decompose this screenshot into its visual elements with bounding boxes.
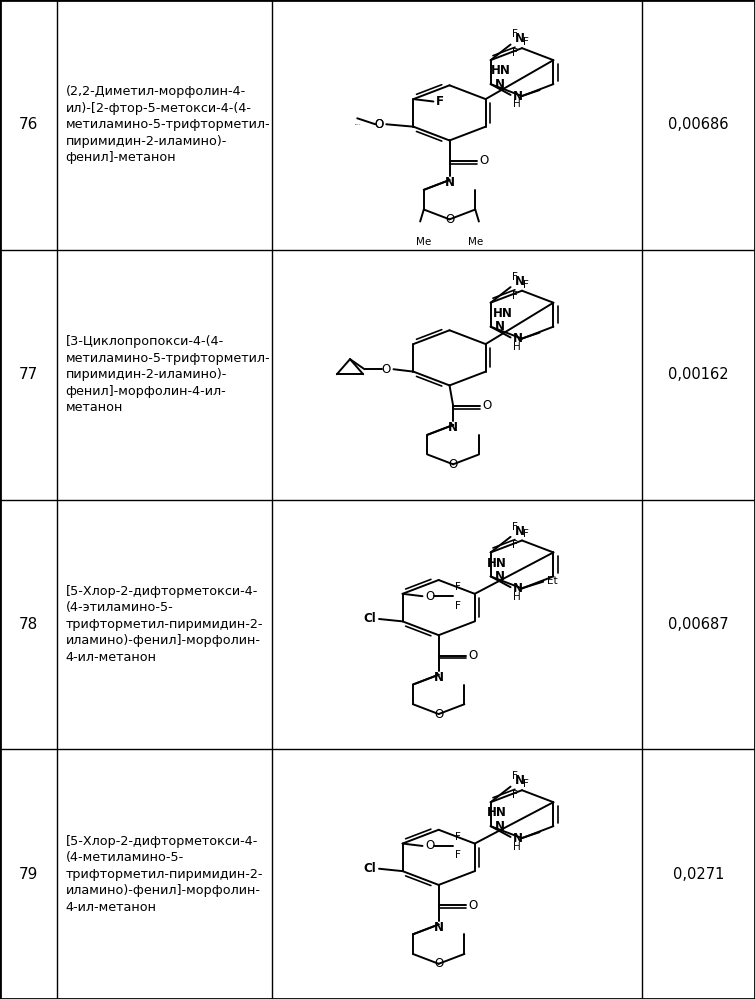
Text: F: F bbox=[455, 600, 461, 610]
Text: N: N bbox=[513, 332, 523, 346]
Text: O: O bbox=[434, 957, 443, 970]
Text: [5-Хлор-2-дифторметокси-4-
(4-этиламино-5-
трифторметил-пиримидин-2-
иламино)-фе: [5-Хлор-2-дифторметокси-4- (4-этиламино-… bbox=[66, 584, 263, 664]
Text: H: H bbox=[513, 100, 521, 110]
Text: N: N bbox=[445, 177, 455, 190]
Text: N: N bbox=[495, 569, 505, 583]
Text: F: F bbox=[455, 850, 461, 860]
Text: F: F bbox=[523, 37, 529, 47]
Text: 0,00162: 0,00162 bbox=[668, 367, 729, 383]
Text: O: O bbox=[434, 707, 443, 720]
Text: methoxy: methoxy bbox=[355, 124, 361, 125]
Text: O: O bbox=[483, 400, 492, 413]
Text: Cl: Cl bbox=[364, 612, 377, 625]
Text: 79: 79 bbox=[19, 866, 38, 882]
Text: N: N bbox=[433, 671, 444, 684]
Text: O: O bbox=[374, 118, 384, 131]
Text: O: O bbox=[382, 363, 391, 376]
Text: F: F bbox=[513, 291, 518, 301]
Text: Et: Et bbox=[547, 575, 557, 585]
Text: 78: 78 bbox=[19, 616, 38, 632]
Text: O: O bbox=[448, 458, 458, 471]
Text: 77: 77 bbox=[19, 367, 38, 383]
Text: O: O bbox=[374, 118, 384, 131]
Text: N: N bbox=[495, 78, 505, 91]
Text: 0,00687: 0,00687 bbox=[668, 616, 729, 632]
Text: HN: HN bbox=[487, 556, 507, 569]
Text: Me: Me bbox=[467, 238, 483, 248]
Text: 0,00686: 0,00686 bbox=[668, 117, 729, 133]
Text: 76: 76 bbox=[19, 117, 38, 133]
Text: N: N bbox=[515, 774, 525, 787]
Text: F: F bbox=[513, 521, 518, 531]
Text: F: F bbox=[455, 581, 461, 591]
Text: (2,2-Диметил-морфолин-4-
ил)-[2-фтор-5-метокси-4-(4-
метиламино-5-трифторметил-
: (2,2-Диметил-морфолин-4- ил)-[2-фтор-5-м… bbox=[66, 85, 270, 165]
Text: [3-Циклопропокси-4-(4-
метиламино-5-трифторметил-
пиримидин-2-иламино)-
фенил]-м: [3-Циклопропокси-4-(4- метиламино-5-триф… bbox=[66, 335, 270, 415]
Text: F: F bbox=[513, 272, 518, 282]
Text: Me: Me bbox=[416, 238, 431, 248]
Text: O: O bbox=[468, 899, 478, 912]
Text: F: F bbox=[523, 280, 529, 290]
Text: 0,0271: 0,0271 bbox=[673, 866, 724, 882]
Text: H: H bbox=[513, 342, 521, 352]
Text: F: F bbox=[513, 771, 518, 781]
Text: N: N bbox=[515, 32, 525, 45]
Text: O: O bbox=[468, 649, 478, 662]
Text: F: F bbox=[513, 29, 518, 39]
Text: HN: HN bbox=[492, 307, 512, 320]
Text: O: O bbox=[479, 154, 488, 168]
Text: F: F bbox=[513, 540, 518, 550]
Text: HN: HN bbox=[487, 806, 507, 819]
Text: F: F bbox=[436, 95, 444, 108]
Text: H: H bbox=[513, 591, 521, 601]
Text: O: O bbox=[425, 589, 434, 602]
Text: N: N bbox=[513, 831, 523, 845]
Text: F: F bbox=[523, 779, 529, 789]
Text: H: H bbox=[513, 841, 521, 851]
Text: N: N bbox=[513, 581, 523, 595]
Text: N: N bbox=[495, 819, 505, 833]
Text: O: O bbox=[445, 213, 455, 226]
Text: N: N bbox=[495, 320, 505, 334]
Text: O: O bbox=[425, 839, 434, 852]
Text: Cl: Cl bbox=[364, 862, 377, 875]
Text: F: F bbox=[455, 831, 461, 841]
Text: N: N bbox=[515, 275, 525, 288]
Text: N: N bbox=[513, 90, 523, 103]
Text: F: F bbox=[513, 48, 518, 58]
Text: [5-Хлор-2-дифторметокси-4-
(4-метиламино-5-
трифторметил-пиримидин-2-
иламино)-ф: [5-Хлор-2-дифторметокси-4- (4-метиламино… bbox=[66, 834, 263, 914]
Text: N: N bbox=[515, 524, 525, 537]
Text: N: N bbox=[433, 921, 444, 934]
Text: F: F bbox=[523, 529, 529, 539]
Text: HN: HN bbox=[491, 64, 510, 77]
Text: F: F bbox=[513, 790, 518, 800]
Text: N: N bbox=[448, 422, 458, 435]
